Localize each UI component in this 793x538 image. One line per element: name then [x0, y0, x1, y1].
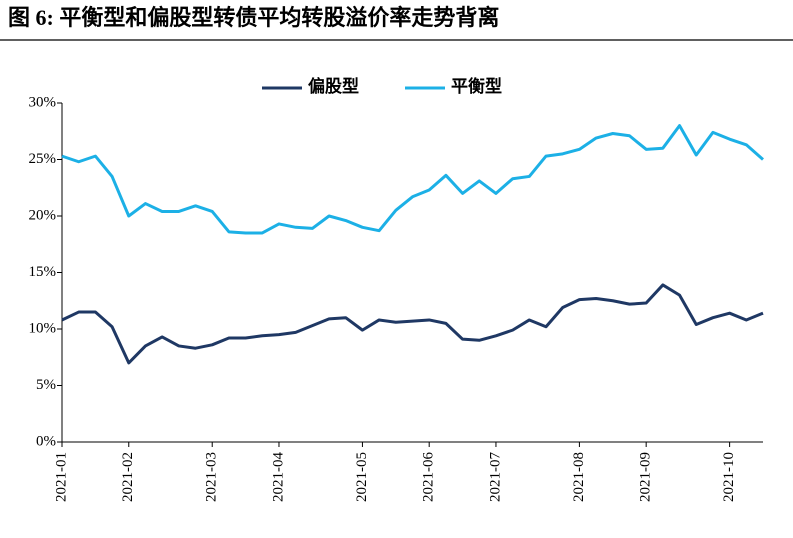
x-tick-label: 2021-01 [53, 452, 69, 502]
y-tick-label: 20% [29, 207, 57, 223]
legend-label: 偏股型 [308, 76, 359, 96]
y-tick-label: 30% [29, 94, 57, 110]
y-tick-label: 10% [29, 320, 57, 336]
y-tick-label: 5% [36, 377, 56, 393]
series-line [61, 283, 764, 365]
y-tick-label: 15% [29, 264, 57, 280]
x-tick-label: 2021-05 [354, 452, 370, 502]
x-tick-label: 2021-07 [487, 452, 503, 502]
legend-label: 平衡型 [451, 76, 502, 96]
x-tick-label: 2021-02 [120, 452, 136, 502]
x-tick-label: 2021-10 [721, 452, 737, 502]
y-tick-label: 0% [36, 433, 56, 449]
x-tick-label: 2021-03 [204, 452, 220, 502]
x-tick-label: 2021-04 [270, 452, 286, 502]
x-tick-label: 2021-08 [571, 452, 587, 502]
x-tick-label: 2021-09 [638, 452, 654, 502]
x-tick-label: 2021-06 [421, 452, 437, 502]
y-tick-label: 25% [29, 151, 57, 167]
series-line [61, 124, 764, 235]
chart-title: 图 6: 平衡型和偏股型转债平均转股溢价率走势背离 [8, 5, 499, 30]
